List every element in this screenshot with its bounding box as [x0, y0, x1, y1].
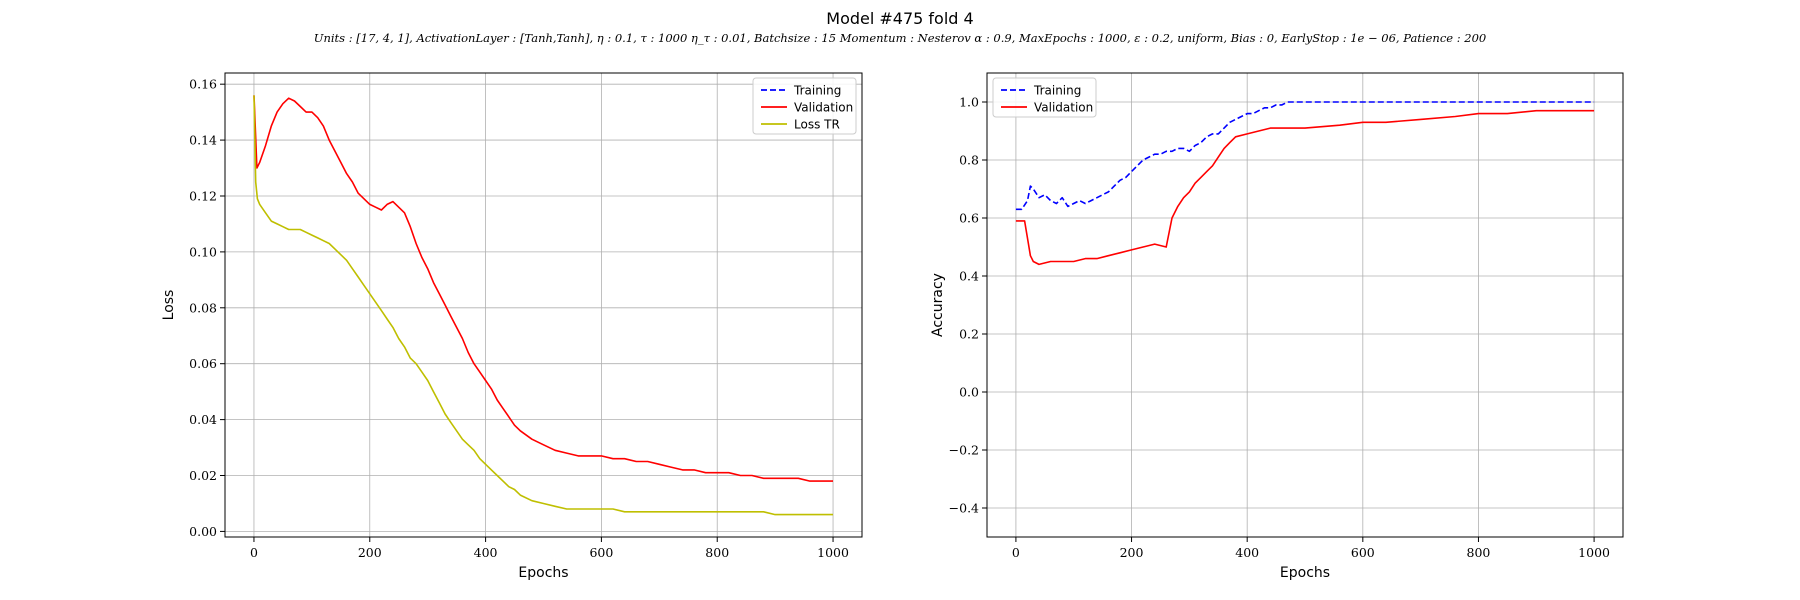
- y-tick-label: 0.10: [189, 244, 217, 259]
- legend-label: Validation: [1034, 101, 1093, 115]
- series-line-loss-tr: [253, 95, 833, 516]
- legend-label: Validation: [794, 101, 853, 115]
- x-tick-label: 400: [474, 545, 498, 560]
- y-tick-label: 0.4: [959, 269, 979, 284]
- x-axis-label: Epochs: [1280, 565, 1330, 581]
- x-tick-label: 1000: [817, 545, 849, 560]
- x-tick-label: 600: [1351, 545, 1375, 560]
- y-tick-label: 0.02: [189, 468, 217, 483]
- x-tick-label: 1000: [1578, 545, 1610, 560]
- y-tick-label: 0.8: [959, 153, 979, 168]
- y-tick-label: 1.0: [959, 95, 979, 110]
- grid: [225, 73, 862, 537]
- axes-frame: [224, 72, 863, 538]
- y-tick-label: 0.06: [189, 356, 217, 371]
- y-tick-label: 0.2: [959, 327, 979, 342]
- y-tick-label: 0.04: [189, 412, 217, 427]
- y-tick-label: 0.00: [189, 524, 217, 539]
- y-tick-label: 0.14: [189, 133, 217, 148]
- legend: Training Validation Loss TR: [752, 77, 857, 135]
- y-tick-label: 0.16: [189, 77, 217, 92]
- y-tick-label: 0.12: [189, 188, 217, 203]
- legend-label: Training: [793, 84, 841, 98]
- x-tick-label: 0: [250, 545, 258, 560]
- y-tick-label: 0.6: [959, 211, 979, 226]
- x-tick-label: 0: [1012, 545, 1020, 560]
- axes-frame: [986, 72, 1624, 538]
- series-line-training: [1015, 101, 1595, 211]
- loss-plot: 0 200 400 600 800 1000 0.00 0.02 0.04 0.06 0.08 0.1…: [161, 72, 863, 581]
- x-tick-label: 200: [358, 545, 382, 560]
- legend-box: [752, 77, 857, 135]
- y-axis-label: Accuracy: [930, 273, 946, 337]
- legend-label: Training: [1033, 84, 1081, 98]
- y-axis-label: Loss: [161, 290, 177, 321]
- legend: Training Validation: [992, 77, 1097, 118]
- grid: [987, 73, 1623, 537]
- series-line-validation: [253, 95, 833, 482]
- y-tick-label: 0.08: [189, 300, 217, 315]
- x-tick-label: 800: [1467, 545, 1491, 560]
- figure-subtitle: Units : [17, 4, 1], ActivationLayer : [T…: [313, 31, 1487, 45]
- y-tick-label: −0.4: [949, 501, 979, 516]
- legend-label: Loss TR: [794, 118, 840, 132]
- x-tick-label: 200: [1120, 545, 1144, 560]
- x-axis-label: Epochs: [518, 565, 568, 581]
- x-tick-label: 800: [705, 545, 729, 560]
- y-tick-label: −0.2: [949, 443, 979, 458]
- series-line-validation: [1015, 109, 1595, 266]
- accuracy-plot: 0 200 400 600 800 1000 −0.4 −0.2 0.0 0.2 0.4 0.6 0.8…: [930, 72, 1624, 581]
- y-tick-label: 0.0: [959, 385, 979, 400]
- x-tick-label: 600: [589, 545, 613, 560]
- x-tick-label: 400: [1235, 545, 1259, 560]
- figure-title: Model #475 fold 4: [826, 9, 974, 28]
